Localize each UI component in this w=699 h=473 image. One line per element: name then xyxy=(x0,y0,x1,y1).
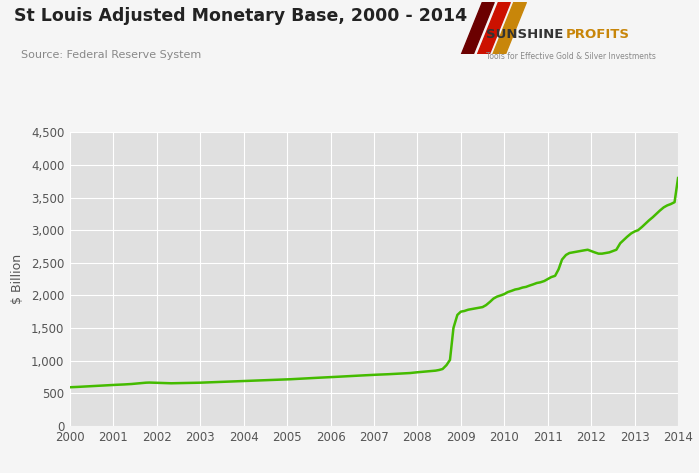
Text: SUNSHINE: SUNSHINE xyxy=(486,28,563,41)
Text: St Louis Adjusted Monetary Base, 2000 - 2014: St Louis Adjusted Monetary Base, 2000 - … xyxy=(14,7,467,25)
Polygon shape xyxy=(461,2,494,54)
Text: Tools for Effective Gold & Silver Investments: Tools for Effective Gold & Silver Invest… xyxy=(486,52,656,61)
Polygon shape xyxy=(493,2,526,54)
Y-axis label: $ Billion: $ Billion xyxy=(11,254,24,304)
Text: PROFITS: PROFITS xyxy=(566,28,630,41)
Text: Source: Federal Reserve System: Source: Federal Reserve System xyxy=(21,50,201,60)
Polygon shape xyxy=(477,2,510,54)
